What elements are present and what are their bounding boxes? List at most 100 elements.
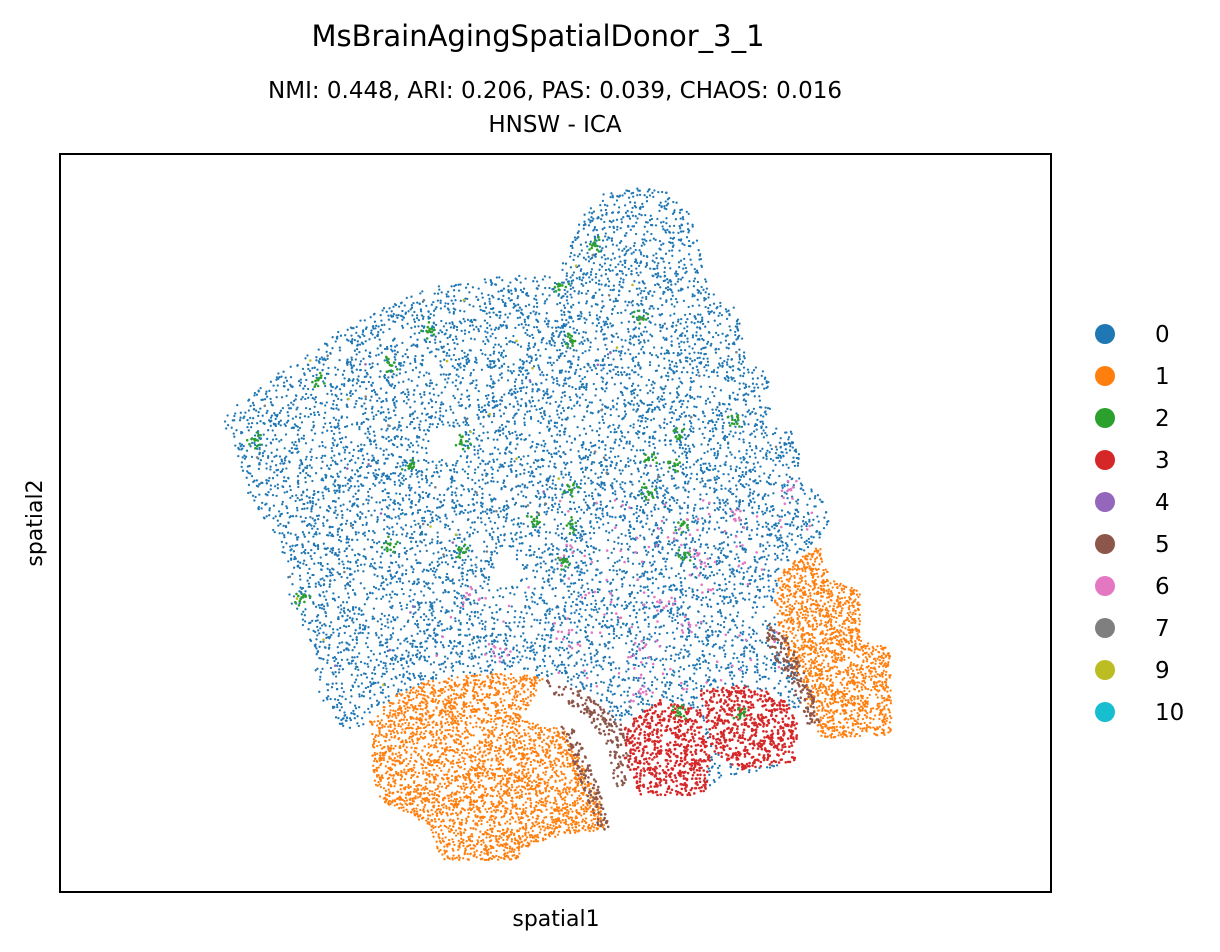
point-cluster-0 [603,483,606,487]
point-cluster-0 [651,582,655,585]
point-cluster-0 [585,603,589,607]
point-cluster-0 [650,533,654,536]
point-cluster-0 [556,433,559,436]
point-cluster-0 [580,586,583,589]
point-cluster-0 [508,665,512,668]
point-cluster-0 [595,314,599,317]
point-cluster-0 [447,644,450,648]
point-cluster-0 [490,553,493,556]
point-cluster-0 [734,469,738,473]
point-cluster-0 [710,615,713,618]
point-cluster-0 [633,260,637,264]
point-cluster-0 [563,605,567,608]
point-cluster-0 [543,580,546,584]
point-cluster-0 [697,418,700,421]
point-cluster-0 [712,370,715,374]
point-cluster-0 [535,651,538,654]
point-cluster-0 [755,653,759,656]
point-cluster-0 [542,374,545,377]
point-cluster-0 [602,659,605,662]
point-cluster-0 [525,553,528,557]
point-cluster-0 [314,585,317,588]
point-cluster-0 [307,628,310,631]
point-cluster-0 [499,415,503,418]
point-cluster-0 [419,630,422,633]
point-cluster-0 [759,545,762,548]
point-cluster-0 [431,423,434,426]
point-cluster-0 [620,218,623,221]
point-cluster-0 [499,533,502,537]
point-cluster-0 [369,366,373,370]
point-cluster-0 [739,653,743,657]
point-cluster-0 [513,420,516,423]
point-cluster-0 [677,261,681,264]
point-cluster-0 [464,584,467,587]
point-cluster-0 [627,460,630,464]
point-cluster-0 [416,416,419,420]
point-cluster-0 [731,639,734,642]
point-cluster-0 [528,361,531,364]
point-cluster-0 [639,271,642,274]
point-cluster-0 [782,454,785,457]
point-cluster-0 [509,370,512,373]
point-cluster-0 [374,681,377,685]
point-cluster-0 [306,387,310,391]
point-cluster-0 [247,471,250,475]
point-cluster-0 [309,450,312,454]
point-cluster-0 [474,575,477,578]
point-cluster-0 [585,684,588,687]
point-cluster-0 [588,280,592,283]
point-cluster-0 [413,519,416,523]
point-cluster-0 [336,661,340,665]
point-cluster-0 [411,314,414,317]
point-cluster-0 [341,484,345,488]
point-cluster-0 [670,477,674,480]
point-cluster-0 [664,402,667,406]
point-cluster-0 [413,310,416,314]
point-cluster-0 [647,687,650,690]
point-cluster-0 [567,280,571,283]
point-cluster-0 [400,608,403,611]
point-cluster-0 [287,404,290,407]
point-cluster-0 [665,658,668,661]
point-cluster-0 [632,359,635,363]
point-cluster-0 [725,317,729,321]
point-cluster-0 [364,432,367,435]
point-cluster-0 [605,612,609,615]
point-cluster-0 [401,653,404,657]
point-cluster-0 [428,384,431,388]
point-cluster-0 [527,315,530,318]
point-cluster-0 [610,668,613,672]
point-cluster-0 [296,509,299,512]
point-cluster-0 [601,625,604,628]
point-cluster-0 [600,464,603,467]
point-cluster-0 [329,621,333,624]
point-cluster-0 [644,503,647,506]
point-cluster-0 [438,493,441,497]
point-cluster-0 [353,485,356,488]
point-cluster-0 [449,326,453,329]
point-cluster-0 [727,473,730,476]
point-cluster-0 [751,606,755,609]
point-cluster-0 [541,658,545,661]
point-cluster-0 [650,570,653,573]
point-cluster-0 [351,526,354,530]
point-cluster-0 [617,414,620,418]
point-cluster-0 [635,676,638,680]
point-cluster-0 [682,299,686,303]
point-cluster-0 [609,288,612,292]
point-cluster-0 [662,575,665,578]
point-cluster-0 [416,544,419,548]
point-cluster-0 [575,598,578,601]
point-cluster-0 [681,242,684,245]
point-cluster-0 [374,586,378,590]
point-cluster-0 [297,438,301,441]
point-cluster-0 [253,434,257,437]
point-cluster-0 [750,448,754,452]
point-cluster-0 [605,699,609,702]
point-cluster-0 [438,475,441,478]
point-cluster-0 [716,572,719,575]
point-cluster-0 [785,451,788,454]
point-cluster-0 [344,476,347,479]
point-cluster-0 [307,396,310,399]
